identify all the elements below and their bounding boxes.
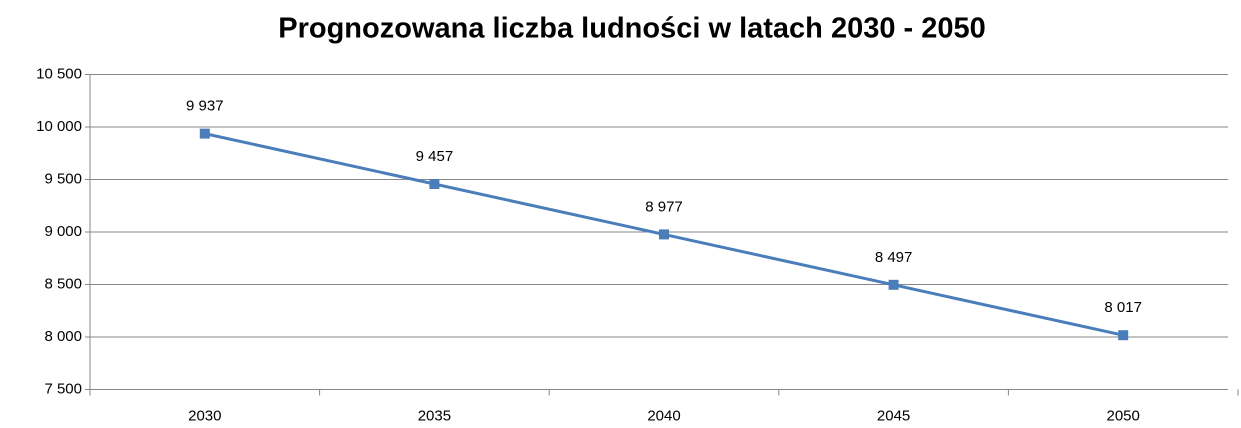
x-tick-label: 2040	[647, 407, 680, 424]
y-tick-label: 8 500	[44, 275, 82, 292]
point-marker	[429, 179, 440, 190]
data-label: 9 937	[186, 98, 224, 115]
point-marker	[659, 229, 669, 240]
x-tick-label: 2045	[877, 407, 910, 424]
x-tick-label: 2030	[188, 407, 221, 424]
data-label: 8 497	[875, 249, 913, 266]
y-tick-label: 7 500	[44, 380, 82, 397]
y-tick-label: 10 500	[36, 65, 82, 82]
data-label: 8 977	[645, 198, 683, 215]
y-tick-label: 8 000	[44, 328, 82, 345]
point-marker	[888, 279, 899, 290]
y-tick-label: 9 500	[44, 170, 82, 187]
x-tick-label: 2050	[1107, 407, 1140, 424]
point-marker	[1118, 330, 1129, 341]
data-label: 8 017	[1104, 299, 1142, 316]
data-label: 9 457	[416, 148, 454, 165]
point-marker	[199, 128, 210, 139]
x-tick-label: 2035	[418, 407, 451, 424]
chart-title: Prognozowana liczba ludności w latach 20…	[278, 13, 986, 45]
y-tick-label: 9 000	[44, 223, 82, 240]
y-tick-label: 10 000	[36, 118, 82, 135]
